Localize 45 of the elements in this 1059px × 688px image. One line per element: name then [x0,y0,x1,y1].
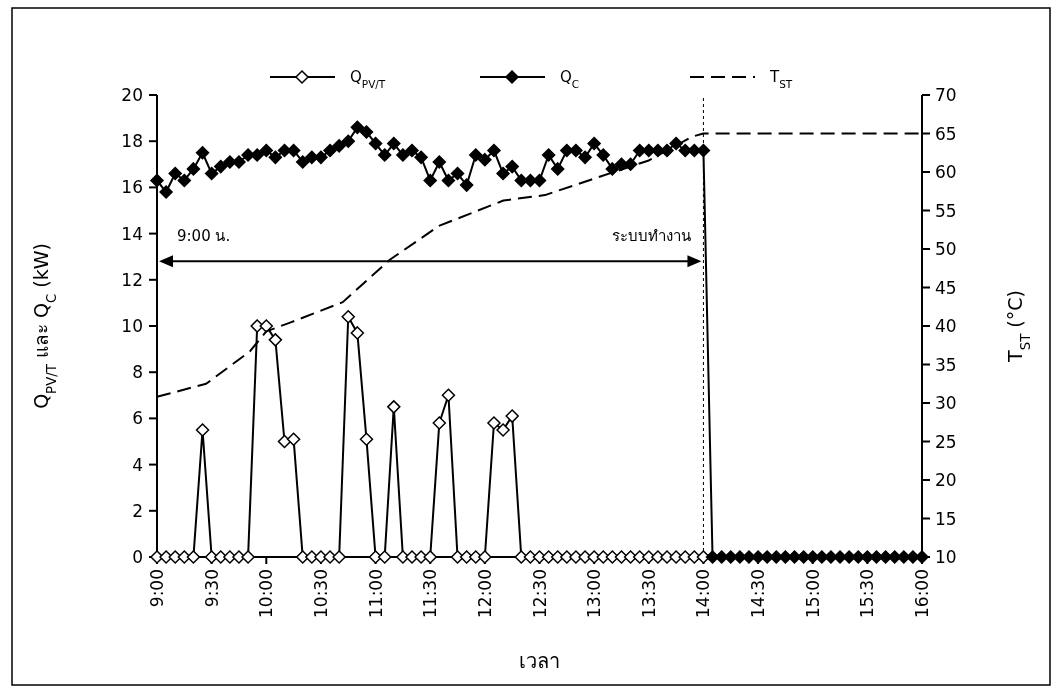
y-tick-label: 10 [121,316,143,336]
y-tick-label: 12 [121,269,143,290]
y2-tick-label: 20 [935,470,957,490]
x-tick-label: 9:00 [147,569,167,608]
y-tick-label: 8 [132,362,143,383]
y2-tick-label: 40 [935,316,957,336]
x-tick-label: 13:00 [584,569,605,618]
x-axis-title: เวลา [519,649,560,673]
y-tick-label: 0 [132,547,143,567]
y-tick-label: 20 [121,85,143,105]
x-tick-label: 15:30 [857,569,878,618]
y2-tick-label: 50 [935,239,957,259]
y2-tick-label: 60 [935,162,957,182]
y2-tick-label: 30 [935,393,957,413]
y2-tick-label: 55 [935,200,957,221]
x-tick-label: 12:00 [474,569,495,618]
x-tick-label: 11:30 [420,569,441,618]
x-tick-label: 16:00 [912,569,932,618]
x-tick-label: 12:30 [529,569,550,618]
y-tick-label: 2 [132,500,143,521]
y2-tick-label: 15 [935,508,957,529]
y-tick-label: 14 [121,223,143,244]
y2-tick-label: 65 [935,123,957,144]
y2-tick-label: 35 [935,354,957,375]
x-tick-label: 14:00 [693,569,714,618]
x-tick-label: 15:00 [802,569,823,618]
x-tick-label: 11:00 [365,569,386,618]
x-tick-label: 13:30 [638,569,659,618]
x-tick-label: 10:30 [310,569,331,618]
y-tick-label: 6 [132,408,143,429]
y-tick-label: 18 [121,131,143,152]
x-tick-label: 9:30 [201,569,222,608]
y2-tick-label: 25 [935,431,957,452]
annotation: 9:00 น. [177,227,231,246]
y-tick-label: 16 [121,177,143,198]
annotation: ระบบทำงาน [612,227,692,246]
legend-label: T$_{ST}$ [769,68,793,90]
y-tick-label: 4 [132,454,143,475]
y2-tick-label: 10 [935,547,957,567]
legend-label: Q$_{PV/T}$ [350,68,386,90]
x-tick-label: 10:00 [256,569,277,618]
legend-label: Q$_{C}$ [560,68,580,90]
y2-tick-label: 70 [935,85,957,105]
y2-tick-label: 45 [935,277,957,298]
x-tick-label: 14:30 [748,569,769,618]
